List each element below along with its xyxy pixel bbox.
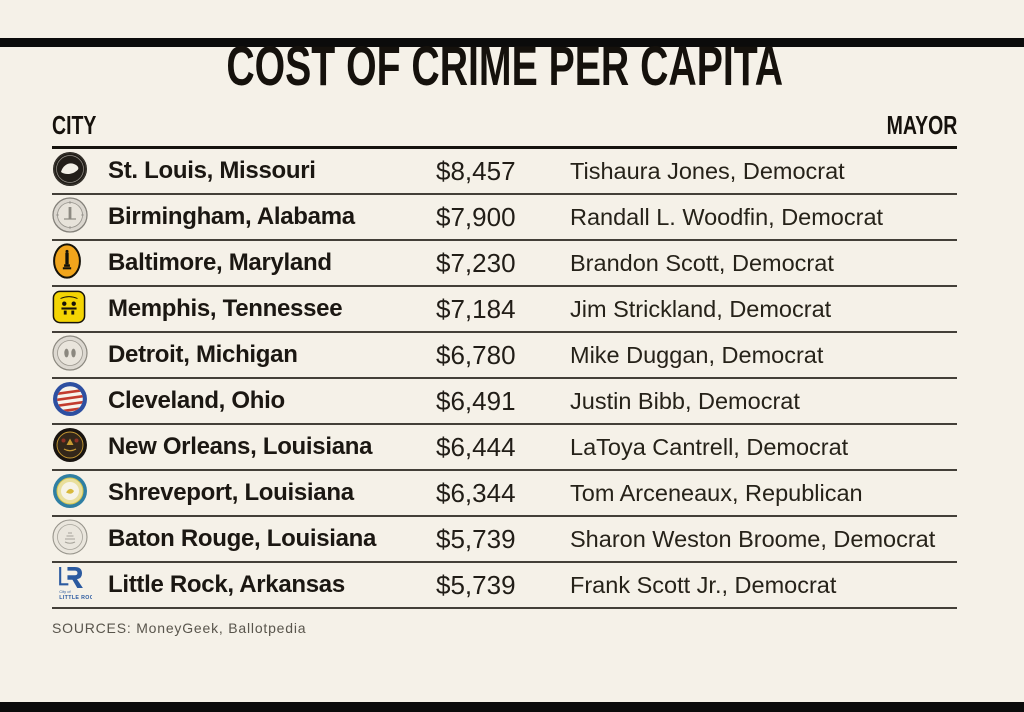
birmingham-city-seal-icon [52,196,88,238]
cost-value: $6,491 [436,385,516,416]
cost-value: $7,230 [436,247,516,278]
cost-value: $5,739 [436,523,516,554]
table-row: Memphis, Tennessee $7,184 Jim Strickland… [52,287,957,333]
table-row: Cleveland, Ohio $6,491 Justin Bibb, Demo… [52,379,957,425]
table-row: Shreveport, Louisiana $6,344 Tom Arcenea… [52,471,957,517]
cost-value: $7,900 [436,201,516,232]
st-louis-city-seal-icon [52,151,88,192]
mayor-name: Tishaura Jones, Democrat [570,157,845,184]
cost-value: $5,739 [436,569,516,600]
cost-value: $6,344 [436,477,516,508]
infographic: COST OF CRIME PER CAPITA CITY MAYOR St. … [0,38,1024,636]
svg-text:City of: City of [59,589,71,594]
city-name: Baltimore, Maryland [108,249,332,276]
baton-rouge-city-seal-icon [52,518,88,560]
table-row: Baltimore, Maryland $7,230 Brandon Scott… [52,241,957,287]
mayor-name: Mike Duggan, Democrat [570,341,824,368]
table-row: Detroit, Michigan $6,780 Mike Duggan, De… [52,333,957,379]
table-row: Birmingham, Alabama $7,900 Randall L. Wo… [52,195,957,241]
table-header-row: CITY MAYOR [52,112,957,149]
mayor-name: Jim Strickland, Democrat [570,295,832,322]
column-header-mayor: MAYOR [886,110,957,140]
city-name: Little Rock, Arkansas [108,571,345,598]
top-letterbox-bar [0,38,1024,47]
mayor-name: Brandon Scott, Democrat [570,249,834,276]
column-header-city: CITY [52,110,97,140]
crime-cost-table: CITY MAYOR St. Louis, Missouri $8,457 Ti… [52,112,957,609]
table-row: Baton Rouge, Louisiana $5,739 Sharon Wes… [52,517,957,563]
cost-value: $7,184 [436,293,516,324]
city-name: Memphis, Tennessee [108,295,343,322]
memphis-city-seal-icon [52,290,86,329]
cost-value: $6,444 [436,431,516,462]
mayor-name: Tom Arceneaux, Republican [570,479,863,506]
table-row: St. Louis, Missouri $8,457 Tishaura Jone… [52,149,957,195]
mayor-name: Frank Scott Jr., Democrat [570,571,837,598]
mayor-name: Justin Bibb, Democrat [570,387,800,414]
city-name: Birmingham, Alabama [108,203,355,230]
mayor-name: Sharon Weston Broome, Democrat [570,525,936,552]
bottom-letterbox-bar [0,702,1024,712]
table-row: New Orleans, Louisiana $6,444 LaToya Can… [52,425,957,471]
city-name: Cleveland, Ohio [108,387,285,414]
city-name: Shreveport, Louisiana [108,479,354,506]
city-name: St. Louis, Missouri [108,157,316,184]
mayor-name: Randall L. Woodfin, Democrat [570,203,884,230]
city-name: Baton Rouge, Louisiana [108,525,377,552]
new-orleans-city-seal-icon [52,427,88,468]
cost-value: $8,457 [436,155,516,186]
city-name: Detroit, Michigan [108,341,298,368]
baltimore-city-seal-icon [52,242,82,285]
city-name: New Orleans, Louisiana [108,433,373,460]
cost-value: $6,780 [436,339,516,370]
detroit-city-seal-icon [52,334,88,376]
page-title: COST OF CRIME PER CAPITA [226,34,783,97]
sources-note: SOURCES: MoneyGeek, Ballotpedia [52,620,307,636]
svg-text:LITTLE ROCK: LITTLE ROCK [59,595,92,601]
cleveland-city-seal-icon [52,381,88,422]
shreveport-city-seal-icon [52,473,88,514]
mayor-name: LaToya Cantrell, Democrat [570,433,849,460]
